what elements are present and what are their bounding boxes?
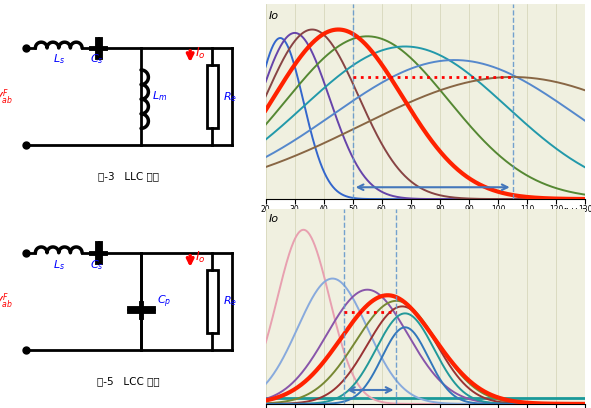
Text: Io: Io <box>269 215 278 224</box>
Text: $L_s$: $L_s$ <box>53 53 65 67</box>
Text: $R_e$: $R_e$ <box>223 90 238 104</box>
Text: 图-3   LLC 拓扑: 图-3 LLC 拓扑 <box>98 172 159 182</box>
Text: $C_s$: $C_s$ <box>90 53 103 67</box>
Text: $I_o$: $I_o$ <box>195 46 206 61</box>
Text: [kHz]: [kHz] <box>563 207 585 216</box>
Text: $L_s$: $L_s$ <box>53 258 65 272</box>
Bar <box>207 65 218 129</box>
Text: $R_e$: $R_e$ <box>223 295 238 308</box>
Text: $L_m$: $L_m$ <box>152 89 167 103</box>
Text: 图-5   LCC 拓扑: 图-5 LCC 拓扑 <box>98 377 160 386</box>
Bar <box>207 270 218 333</box>
Text: $I_o$: $I_o$ <box>195 250 206 265</box>
Text: $V_{ab}^F$: $V_{ab}^F$ <box>0 292 13 311</box>
X-axis label: 图-4   采用 LLC 做恒流的输出电流-频率曲线: 图-4 采用 LLC 做恒流的输出电流-频率曲线 <box>363 220 487 229</box>
Text: $C_s$: $C_s$ <box>90 258 103 272</box>
Text: $C_p$: $C_p$ <box>157 293 171 310</box>
Text: Io: Io <box>269 11 278 21</box>
Text: $V_{ab}^F$: $V_{ab}^F$ <box>0 87 13 106</box>
